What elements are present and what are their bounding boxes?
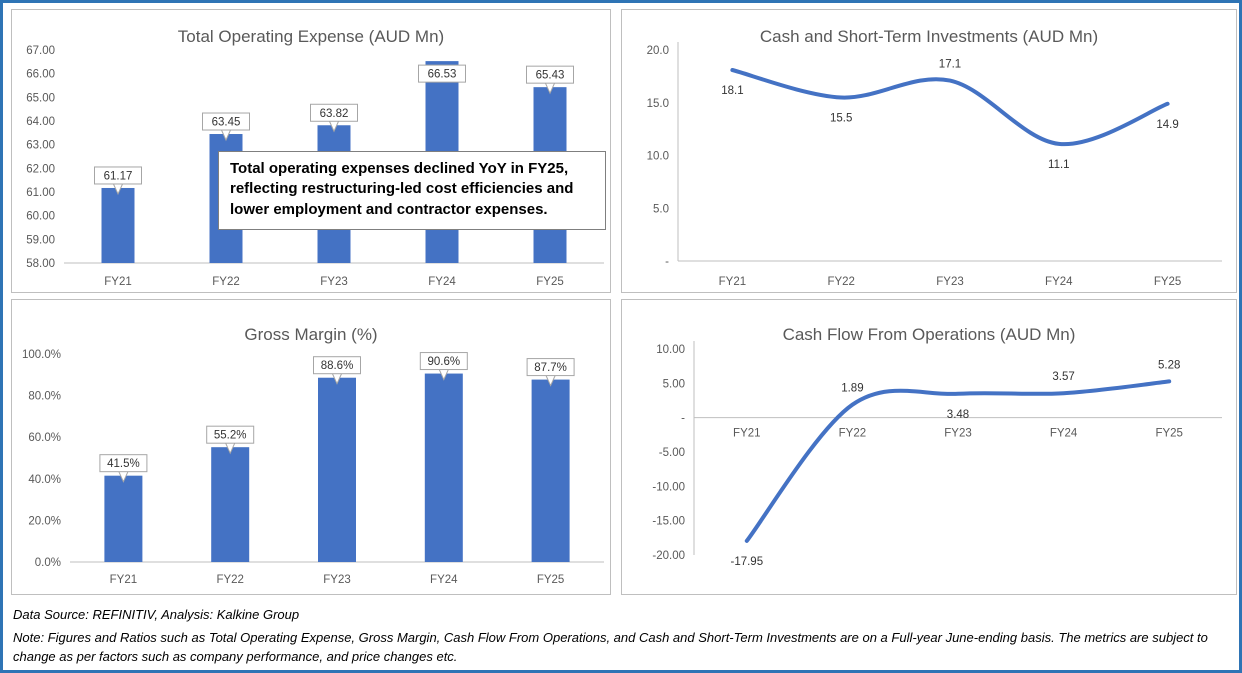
svg-text:87.7%: 87.7%: [534, 362, 567, 374]
svg-text:41.5%: 41.5%: [107, 458, 140, 470]
svg-text:5.00: 5.00: [663, 378, 685, 390]
svg-text:0.0%: 0.0%: [35, 557, 61, 569]
svg-text:18.1: 18.1: [721, 85, 743, 97]
svg-text:FY21: FY21: [110, 574, 138, 586]
svg-text:64.00: 64.00: [26, 116, 55, 128]
gross-margin-panel: Gross Margin (%) 0.0% 20.0% 40.0% 60.0% 80.0%…: [11, 299, 611, 595]
svg-text:FY22: FY22: [839, 428, 867, 440]
svg-text:65.00: 65.00: [26, 92, 55, 104]
svg-text:5.0: 5.0: [653, 203, 669, 215]
svg-text:11.1: 11.1: [1048, 159, 1070, 171]
svg-text:-5.00: -5.00: [659, 447, 685, 459]
svg-text:20.0%: 20.0%: [28, 515, 61, 527]
svg-text:61.17: 61.17: [104, 170, 133, 182]
gross-margin-chart: Gross Margin (%) 0.0% 20.0% 40.0% 60.0% 80.0%…: [22, 325, 604, 586]
svg-text:63.82: 63.82: [320, 108, 349, 120]
svg-text:FY21: FY21: [733, 428, 761, 440]
svg-text:10.0: 10.0: [647, 151, 669, 163]
svg-text:Total Operating Expense (AUD M: Total Operating Expense (AUD Mn): [178, 27, 444, 46]
svg-text:FY24: FY24: [428, 276, 456, 288]
svg-text:61.00: 61.00: [26, 187, 55, 199]
svg-text:FY22: FY22: [827, 276, 855, 288]
svg-text:88.6%: 88.6%: [321, 360, 354, 372]
svg-text:17.1: 17.1: [939, 59, 961, 71]
cash-flow-operations-chart: Cash Flow From Operations (AUD Mn) -20.00…: [652, 325, 1222, 568]
svg-text:FY25: FY25: [1154, 276, 1182, 288]
svg-text:1.89: 1.89: [841, 383, 863, 395]
svg-text:80.0%: 80.0%: [28, 391, 61, 403]
svg-text:FY24: FY24: [1045, 276, 1073, 288]
svg-text:-10.00: -10.00: [652, 481, 685, 493]
svg-text:5.28: 5.28: [1158, 359, 1180, 371]
footer-notes: Data Source: REFINITIV, Analysis: Kalkin…: [13, 605, 1235, 667]
svg-text:-20.00: -20.00: [652, 550, 685, 562]
svg-text:FY25: FY25: [537, 574, 565, 586]
svg-text:15.0: 15.0: [647, 98, 669, 110]
svg-text:-17.95: -17.95: [730, 556, 763, 568]
svg-text:60.00: 60.00: [26, 211, 55, 223]
svg-text:FY21: FY21: [719, 276, 747, 288]
svg-text:10.00: 10.00: [656, 344, 685, 356]
svg-text:-15.00: -15.00: [652, 516, 685, 528]
data-source-line: Data Source: REFINITIV, Analysis: Kalkin…: [13, 607, 300, 622]
svg-text:3.48: 3.48: [947, 409, 969, 421]
cash-flow-operations-panel: Cash Flow From Operations (AUD Mn) -20.00…: [621, 299, 1237, 595]
svg-text:58.00: 58.00: [26, 258, 55, 270]
svg-text:90.6%: 90.6%: [427, 356, 460, 368]
svg-text:14.9: 14.9: [1156, 119, 1178, 131]
cash-short-term-investments-chart: Cash and Short-Term Investments (AUD Mn)…: [647, 27, 1222, 288]
svg-text:-: -: [681, 413, 685, 425]
svg-text:FY25: FY25: [536, 276, 564, 288]
svg-text:Cash and Short-Term Investment: Cash and Short-Term Investments (AUD Mn): [760, 27, 1098, 46]
svg-text:60.0%: 60.0%: [28, 432, 61, 444]
svg-text:15.5: 15.5: [830, 112, 852, 124]
svg-text:63.45: 63.45: [212, 117, 241, 129]
svg-text:Gross Margin (%): Gross Margin (%): [244, 325, 377, 344]
svg-text:66.53: 66.53: [428, 69, 457, 81]
svg-text:FY22: FY22: [212, 276, 240, 288]
svg-text:FY24: FY24: [1050, 428, 1078, 440]
svg-text:40.0%: 40.0%: [28, 474, 61, 486]
svg-text:100.0%: 100.0%: [22, 349, 61, 361]
svg-text:55.2%: 55.2%: [214, 430, 247, 442]
footnote-line: Note: Figures and Ratios such as Total O…: [13, 629, 1208, 665]
svg-text:Cash Flow From Operations (AUD: Cash Flow From Operations (AUD Mn): [783, 325, 1076, 344]
svg-text:63.00: 63.00: [26, 140, 55, 152]
svg-text:-: -: [665, 256, 669, 268]
svg-text:65.43: 65.43: [536, 70, 565, 82]
svg-text:FY23: FY23: [320, 276, 348, 288]
svg-text:FY22: FY22: [216, 574, 244, 586]
svg-text:FY21: FY21: [104, 276, 132, 288]
total-operating-expense-panel: Total Operating Expense (AUD Mn) 58.00 59.…: [11, 9, 611, 293]
svg-text:FY23: FY23: [936, 276, 964, 288]
cash-short-term-investments-panel: Cash and Short-Term Investments (AUD Mn)…: [621, 9, 1237, 293]
svg-text:20.0: 20.0: [647, 45, 669, 57]
svg-text:FY24: FY24: [430, 574, 458, 586]
svg-text:3.57: 3.57: [1052, 371, 1074, 383]
svg-text:FY23: FY23: [944, 428, 972, 440]
svg-text:62.00: 62.00: [26, 163, 55, 175]
svg-text:FY23: FY23: [323, 574, 351, 586]
svg-text:59.00: 59.00: [26, 234, 55, 246]
chart-annotation-textbox: Total operating expenses declined YoY in…: [218, 151, 606, 231]
svg-text:67.00: 67.00: [26, 45, 55, 57]
svg-text:66.00: 66.00: [26, 69, 55, 81]
svg-text:FY25: FY25: [1155, 428, 1183, 440]
